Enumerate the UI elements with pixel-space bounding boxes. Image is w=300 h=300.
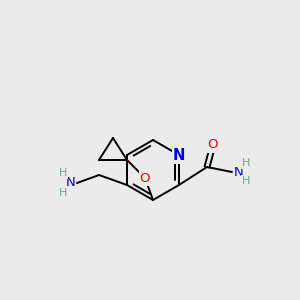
- Text: H: H: [59, 188, 67, 198]
- Text: H: H: [242, 176, 250, 186]
- Text: H: H: [242, 158, 250, 168]
- Text: N: N: [65, 176, 75, 190]
- Text: N: N: [173, 148, 185, 163]
- Text: N: N: [234, 166, 244, 178]
- Text: O: O: [208, 139, 218, 152]
- Text: H: H: [59, 168, 67, 178]
- Text: O: O: [140, 172, 150, 184]
